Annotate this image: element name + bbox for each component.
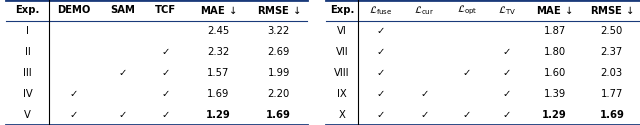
Text: ✓: ✓ bbox=[502, 110, 511, 120]
Text: ✓: ✓ bbox=[502, 47, 511, 57]
Text: $\mathcal{L}_{\mathrm{fuse}}$: $\mathcal{L}_{\mathrm{fuse}}$ bbox=[369, 4, 392, 17]
Text: 2.37: 2.37 bbox=[601, 47, 623, 57]
Text: ✓: ✓ bbox=[463, 68, 471, 78]
Text: Exp.: Exp. bbox=[330, 5, 355, 15]
Text: ✓: ✓ bbox=[376, 26, 385, 36]
Text: $\mathbf{RMSE}\,\downarrow$: $\mathbf{RMSE}\,\downarrow$ bbox=[257, 5, 300, 16]
Text: VI: VI bbox=[337, 26, 347, 36]
Text: 1.29: 1.29 bbox=[542, 110, 567, 120]
Text: 2.50: 2.50 bbox=[601, 26, 623, 36]
Text: $\mathcal{L}_{\mathrm{TV}}$: $\mathcal{L}_{\mathrm{TV}}$ bbox=[498, 4, 516, 17]
Text: III: III bbox=[23, 68, 32, 78]
Text: 3.22: 3.22 bbox=[268, 26, 290, 36]
Text: ✓: ✓ bbox=[502, 68, 511, 78]
Text: TCF: TCF bbox=[156, 5, 177, 15]
Text: 1.57: 1.57 bbox=[207, 68, 230, 78]
Text: ✓: ✓ bbox=[376, 47, 385, 57]
Text: 2.20: 2.20 bbox=[268, 89, 290, 99]
Text: ✓: ✓ bbox=[70, 110, 78, 120]
Text: 1.69: 1.69 bbox=[266, 110, 291, 120]
Text: ✓: ✓ bbox=[162, 89, 170, 99]
Text: 1.39: 1.39 bbox=[543, 89, 566, 99]
Text: ✓: ✓ bbox=[376, 89, 385, 99]
Text: $\mathcal{L}_{\mathrm{cur}}$: $\mathcal{L}_{\mathrm{cur}}$ bbox=[414, 4, 435, 17]
Text: VII: VII bbox=[336, 47, 348, 57]
Text: ✓: ✓ bbox=[162, 110, 170, 120]
Text: $\mathcal{L}_{\mathrm{opt}}$: $\mathcal{L}_{\mathrm{opt}}$ bbox=[456, 4, 477, 17]
Text: 1.29: 1.29 bbox=[206, 110, 231, 120]
Text: ✓: ✓ bbox=[376, 110, 385, 120]
Text: ✓: ✓ bbox=[162, 47, 170, 57]
Text: ✓: ✓ bbox=[463, 110, 471, 120]
Text: 1.69: 1.69 bbox=[599, 110, 624, 120]
Text: 1.77: 1.77 bbox=[600, 89, 623, 99]
Text: ✓: ✓ bbox=[118, 68, 126, 78]
Text: ✓: ✓ bbox=[376, 68, 385, 78]
Text: VIII: VIII bbox=[334, 68, 350, 78]
Text: ✓: ✓ bbox=[420, 110, 429, 120]
Text: 1.87: 1.87 bbox=[543, 26, 566, 36]
Text: 2.32: 2.32 bbox=[207, 47, 230, 57]
Text: $\mathbf{MAE}\,\downarrow$: $\mathbf{MAE}\,\downarrow$ bbox=[200, 5, 237, 16]
Text: ✓: ✓ bbox=[70, 89, 78, 99]
Text: Exp.: Exp. bbox=[15, 5, 40, 15]
Text: X: X bbox=[339, 110, 346, 120]
Text: ✓: ✓ bbox=[420, 89, 429, 99]
Text: 2.03: 2.03 bbox=[601, 68, 623, 78]
Text: 1.60: 1.60 bbox=[543, 68, 566, 78]
Text: IV: IV bbox=[22, 89, 33, 99]
Text: 1.80: 1.80 bbox=[543, 47, 566, 57]
Text: ✓: ✓ bbox=[162, 68, 170, 78]
Text: 2.45: 2.45 bbox=[207, 26, 230, 36]
Text: $\mathbf{MAE}\,\downarrow$: $\mathbf{MAE}\,\downarrow$ bbox=[536, 5, 573, 16]
Text: I: I bbox=[26, 26, 29, 36]
Text: IX: IX bbox=[337, 89, 347, 99]
Text: ✓: ✓ bbox=[118, 110, 126, 120]
Text: 1.99: 1.99 bbox=[268, 68, 290, 78]
Text: V: V bbox=[24, 110, 31, 120]
Text: ✓: ✓ bbox=[502, 89, 511, 99]
Text: II: II bbox=[24, 47, 30, 57]
Text: 2.69: 2.69 bbox=[268, 47, 290, 57]
Text: 1.69: 1.69 bbox=[207, 89, 230, 99]
Text: $\mathbf{RMSE}\,\downarrow$: $\mathbf{RMSE}\,\downarrow$ bbox=[590, 5, 634, 16]
Text: DEMO: DEMO bbox=[58, 5, 91, 15]
Text: SAM: SAM bbox=[110, 5, 134, 15]
